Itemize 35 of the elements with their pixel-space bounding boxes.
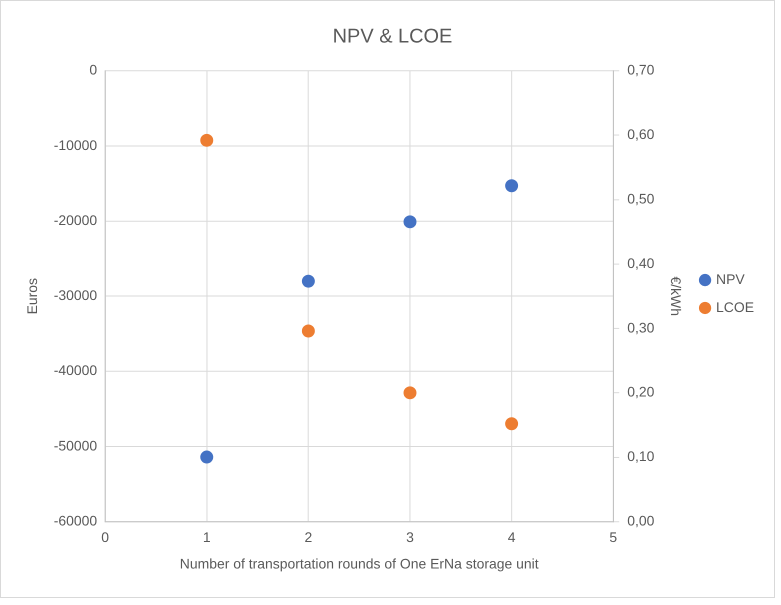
y2-tick-label: 0,40 (627, 254, 655, 271)
legend-label: NPV (716, 270, 746, 287)
y-tick-label: -60000 (54, 512, 98, 528)
x-axis-title: Number of transportation rounds of One ErNa storage unit (180, 556, 539, 572)
point (404, 386, 416, 400)
point (404, 215, 416, 228)
y2-tick-label: 0,10 (627, 448, 655, 464)
chart-title: NPV & LCOE (332, 25, 452, 48)
y-tick-label: -30000 (54, 287, 98, 304)
y2-axis-title: €/kWh (668, 276, 684, 316)
y-axis-title: Euros (24, 278, 40, 314)
y2-tick-label: 0,70 (627, 62, 655, 78)
point (200, 134, 214, 147)
x-tick-label: 2 (304, 528, 312, 545)
x-tick-label: 5 (609, 528, 618, 545)
y-tick-label: -40000 (54, 362, 98, 378)
y2-tick-label: 0,20 (627, 384, 655, 400)
y2-tick-label: 0,00 (627, 512, 655, 528)
point (302, 324, 315, 338)
y2-tick-label: 0,30 (627, 319, 655, 336)
y-tick-label: -10000 (54, 136, 98, 153)
y2-tick-label: 0,60 (627, 126, 655, 142)
legend-label: LCOE (716, 298, 754, 315)
x-tick-label: 1 (202, 528, 211, 545)
point (505, 417, 518, 430)
y-tick-label: 0 (89, 62, 98, 78)
y2-tick-label: 0,50 (627, 190, 655, 206)
x-tick-label: 3 (406, 528, 414, 545)
y-tick-label: -20000 (54, 212, 98, 228)
point (302, 274, 315, 288)
y-tick-label: -50000 (54, 437, 98, 454)
x-tick-label: 4 (508, 528, 516, 545)
point (505, 179, 518, 192)
x-tick-label: 0 (101, 528, 110, 545)
point (200, 450, 214, 464)
